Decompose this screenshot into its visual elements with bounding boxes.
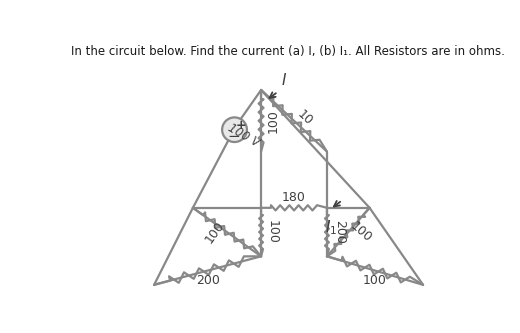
Text: 100: 100 [202,218,227,245]
Text: 100: 100 [267,109,280,133]
Text: $I$: $I$ [281,73,288,89]
Text: 200: 200 [196,274,219,287]
Text: 100: 100 [363,274,387,287]
Text: +: + [235,119,246,132]
Text: 10: 10 [295,108,315,128]
Text: 200: 200 [333,220,346,244]
Text: In the circuit below. Find the current (a) I, (b) I₁. All Resistors are in ohms.: In the circuit below. Find the current (… [71,45,505,58]
Text: −: − [227,129,240,144]
Circle shape [222,118,247,142]
Text: 100: 100 [347,219,374,245]
Text: 100: 100 [265,220,278,244]
Text: 100 V: 100 V [226,121,262,149]
Text: $I_1$: $I_1$ [326,218,337,236]
Text: 180: 180 [282,191,306,204]
